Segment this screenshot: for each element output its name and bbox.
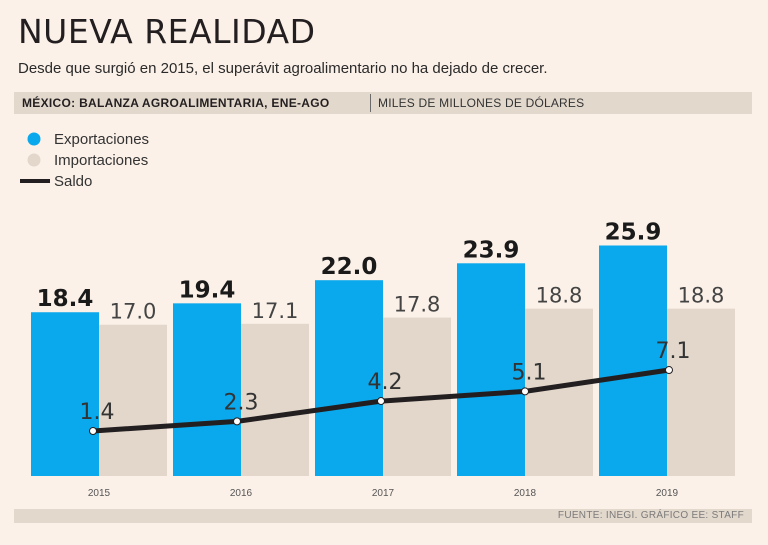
export-bar: [457, 263, 525, 476]
import-value-label: 18.8: [678, 284, 725, 308]
year-tick-label: 2017: [372, 488, 395, 499]
saldo-point: [377, 397, 385, 406]
saldo-value-label: 1.4: [80, 400, 115, 425]
legend-swatch-importaciones: [27, 153, 41, 167]
import-value-label: 18.8: [536, 284, 583, 308]
import-bar: [241, 323, 309, 476]
import-value-label: 17.8: [394, 293, 441, 317]
page-subtitle: Desde que surgió en 2015, el superávit a…: [18, 60, 548, 77]
footer-band: FUENTE: INEGI. GRÁFICO EE: STAFF: [14, 509, 752, 523]
legend-label-importaciones: Importaciones: [54, 152, 148, 169]
legend-label-exportaciones: Exportaciones: [54, 131, 149, 148]
saldo-point: [89, 427, 97, 436]
saldo-point: [665, 366, 673, 375]
import-value-label: 17.0: [110, 300, 157, 324]
export-bar: [173, 303, 241, 476]
page-title: NUEVA REALIDAD: [18, 12, 316, 51]
chart-header-unit: MILES DE MILLONES DE DÓLARES: [378, 96, 585, 110]
import-value-label: 17.1: [252, 299, 299, 323]
chart-header-band: MÉXICO: BALANZA AGROALIMENTARIA, ENE-AGO…: [14, 92, 752, 114]
saldo-value-label: 5.1: [512, 360, 547, 385]
export-value-label: 23.9: [463, 237, 520, 263]
year-tick-label: 2018: [514, 488, 537, 499]
saldo-point: [233, 417, 241, 426]
export-bar: [599, 245, 667, 476]
source-note: FUENTE: INEGI. GRÁFICO EE: STAFF: [557, 510, 744, 521]
legend-swatch-saldo: [20, 179, 50, 183]
saldo-value-label: 2.3: [224, 390, 259, 415]
export-bar: [31, 312, 99, 476]
import-bar: [525, 308, 593, 476]
year-tick-label: 2019: [656, 488, 679, 499]
import-bar: [99, 324, 167, 476]
export-value-label: 18.4: [37, 286, 94, 312]
chart-header-title: MÉXICO: BALANZA AGROALIMENTARIA, ENE-AGO: [22, 96, 330, 110]
saldo-point: [521, 387, 529, 396]
header-separator: [370, 94, 371, 112]
year-tick-label: 2015: [88, 488, 111, 499]
export-value-label: 19.4: [179, 277, 236, 303]
saldo-value-label: 4.2: [368, 370, 403, 395]
legend-swatch-exportaciones: [27, 132, 41, 146]
export-bar: [315, 280, 383, 476]
legend-label-saldo: Saldo: [54, 173, 92, 190]
export-value-label: 25.9: [605, 219, 662, 245]
import-bar: [667, 308, 735, 476]
export-value-label: 22.0: [321, 254, 378, 280]
saldo-value-label: 7.1: [656, 339, 691, 364]
year-tick-label: 2016: [230, 488, 253, 499]
